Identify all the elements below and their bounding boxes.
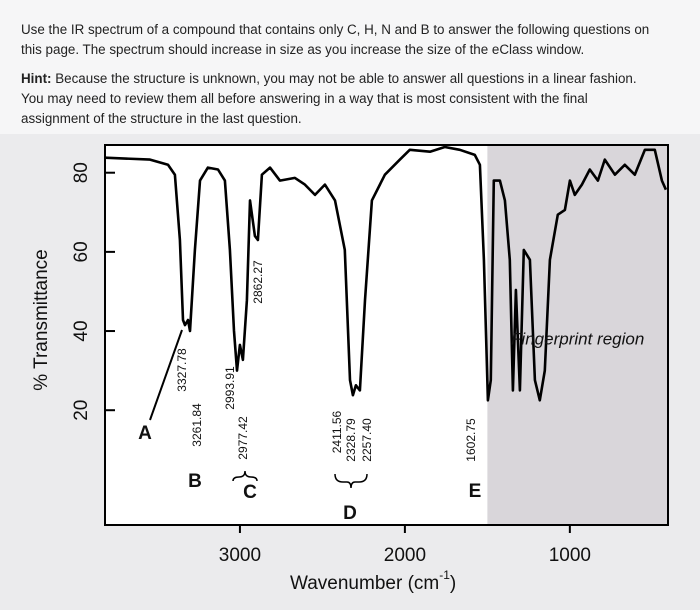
y-tick-label: 60	[71, 241, 92, 262]
hint-line: Hint: Because the structure is unknown, …	[21, 69, 700, 89]
y-tick-label: 20	[71, 400, 92, 421]
brace	[334, 473, 368, 489]
x-tick-label: 3000	[219, 545, 261, 566]
x-axis-label-part: Wavenumber (cm	[290, 573, 439, 594]
y-axis-label: % Transmittance	[31, 249, 52, 391]
hint-label: Hint:	[21, 71, 52, 86]
instructions: Use the IR spectrum of a compound that c…	[0, 0, 700, 134]
group-label: D	[343, 503, 357, 524]
group-label: E	[469, 481, 482, 502]
x-axis-label: Wavenumber (cm-1)	[290, 568, 456, 594]
instruction-line: Use the IR spectrum of a compound that c…	[21, 22, 650, 37]
group-label: A	[138, 423, 152, 444]
y-tick-label: 40	[71, 320, 92, 341]
peak-label: 2411.56	[330, 410, 344, 453]
peak-label: 2862.27	[251, 260, 265, 304]
hint-text: Because the structure is unknown, you ma…	[55, 71, 637, 86]
peak-label: 2328.79	[344, 418, 358, 462]
x-axis-label-sup: -1	[439, 568, 450, 582]
peak-label: 2257.40	[360, 418, 374, 462]
x-tick-label: 1000	[549, 545, 591, 566]
x-axis-label-part: )	[450, 573, 456, 594]
peak-label: 3261.84	[190, 403, 204, 447]
y-tick-label: 80	[71, 162, 92, 183]
plot-frame	[104, 144, 669, 526]
brace	[232, 470, 258, 482]
hint-line: assignment of the structure in the last …	[21, 111, 302, 126]
peak-label: 1602.75	[464, 418, 478, 462]
x-tick-label: 2000	[384, 545, 426, 566]
region-label: Fingerprint region	[511, 329, 644, 348]
group-label: C	[243, 482, 257, 503]
peak-label: 2977.42	[236, 416, 250, 460]
group-label: B	[188, 471, 202, 492]
pointer-line	[149, 329, 183, 421]
spectrum-line	[104, 145, 668, 402]
peak-label: 2993.91	[223, 366, 237, 410]
peak-label: 3327.78	[175, 348, 189, 392]
hint-line: You may need to review them all before a…	[21, 91, 588, 106]
instruction-line: this page. The spectrum should increase …	[21, 42, 585, 57]
